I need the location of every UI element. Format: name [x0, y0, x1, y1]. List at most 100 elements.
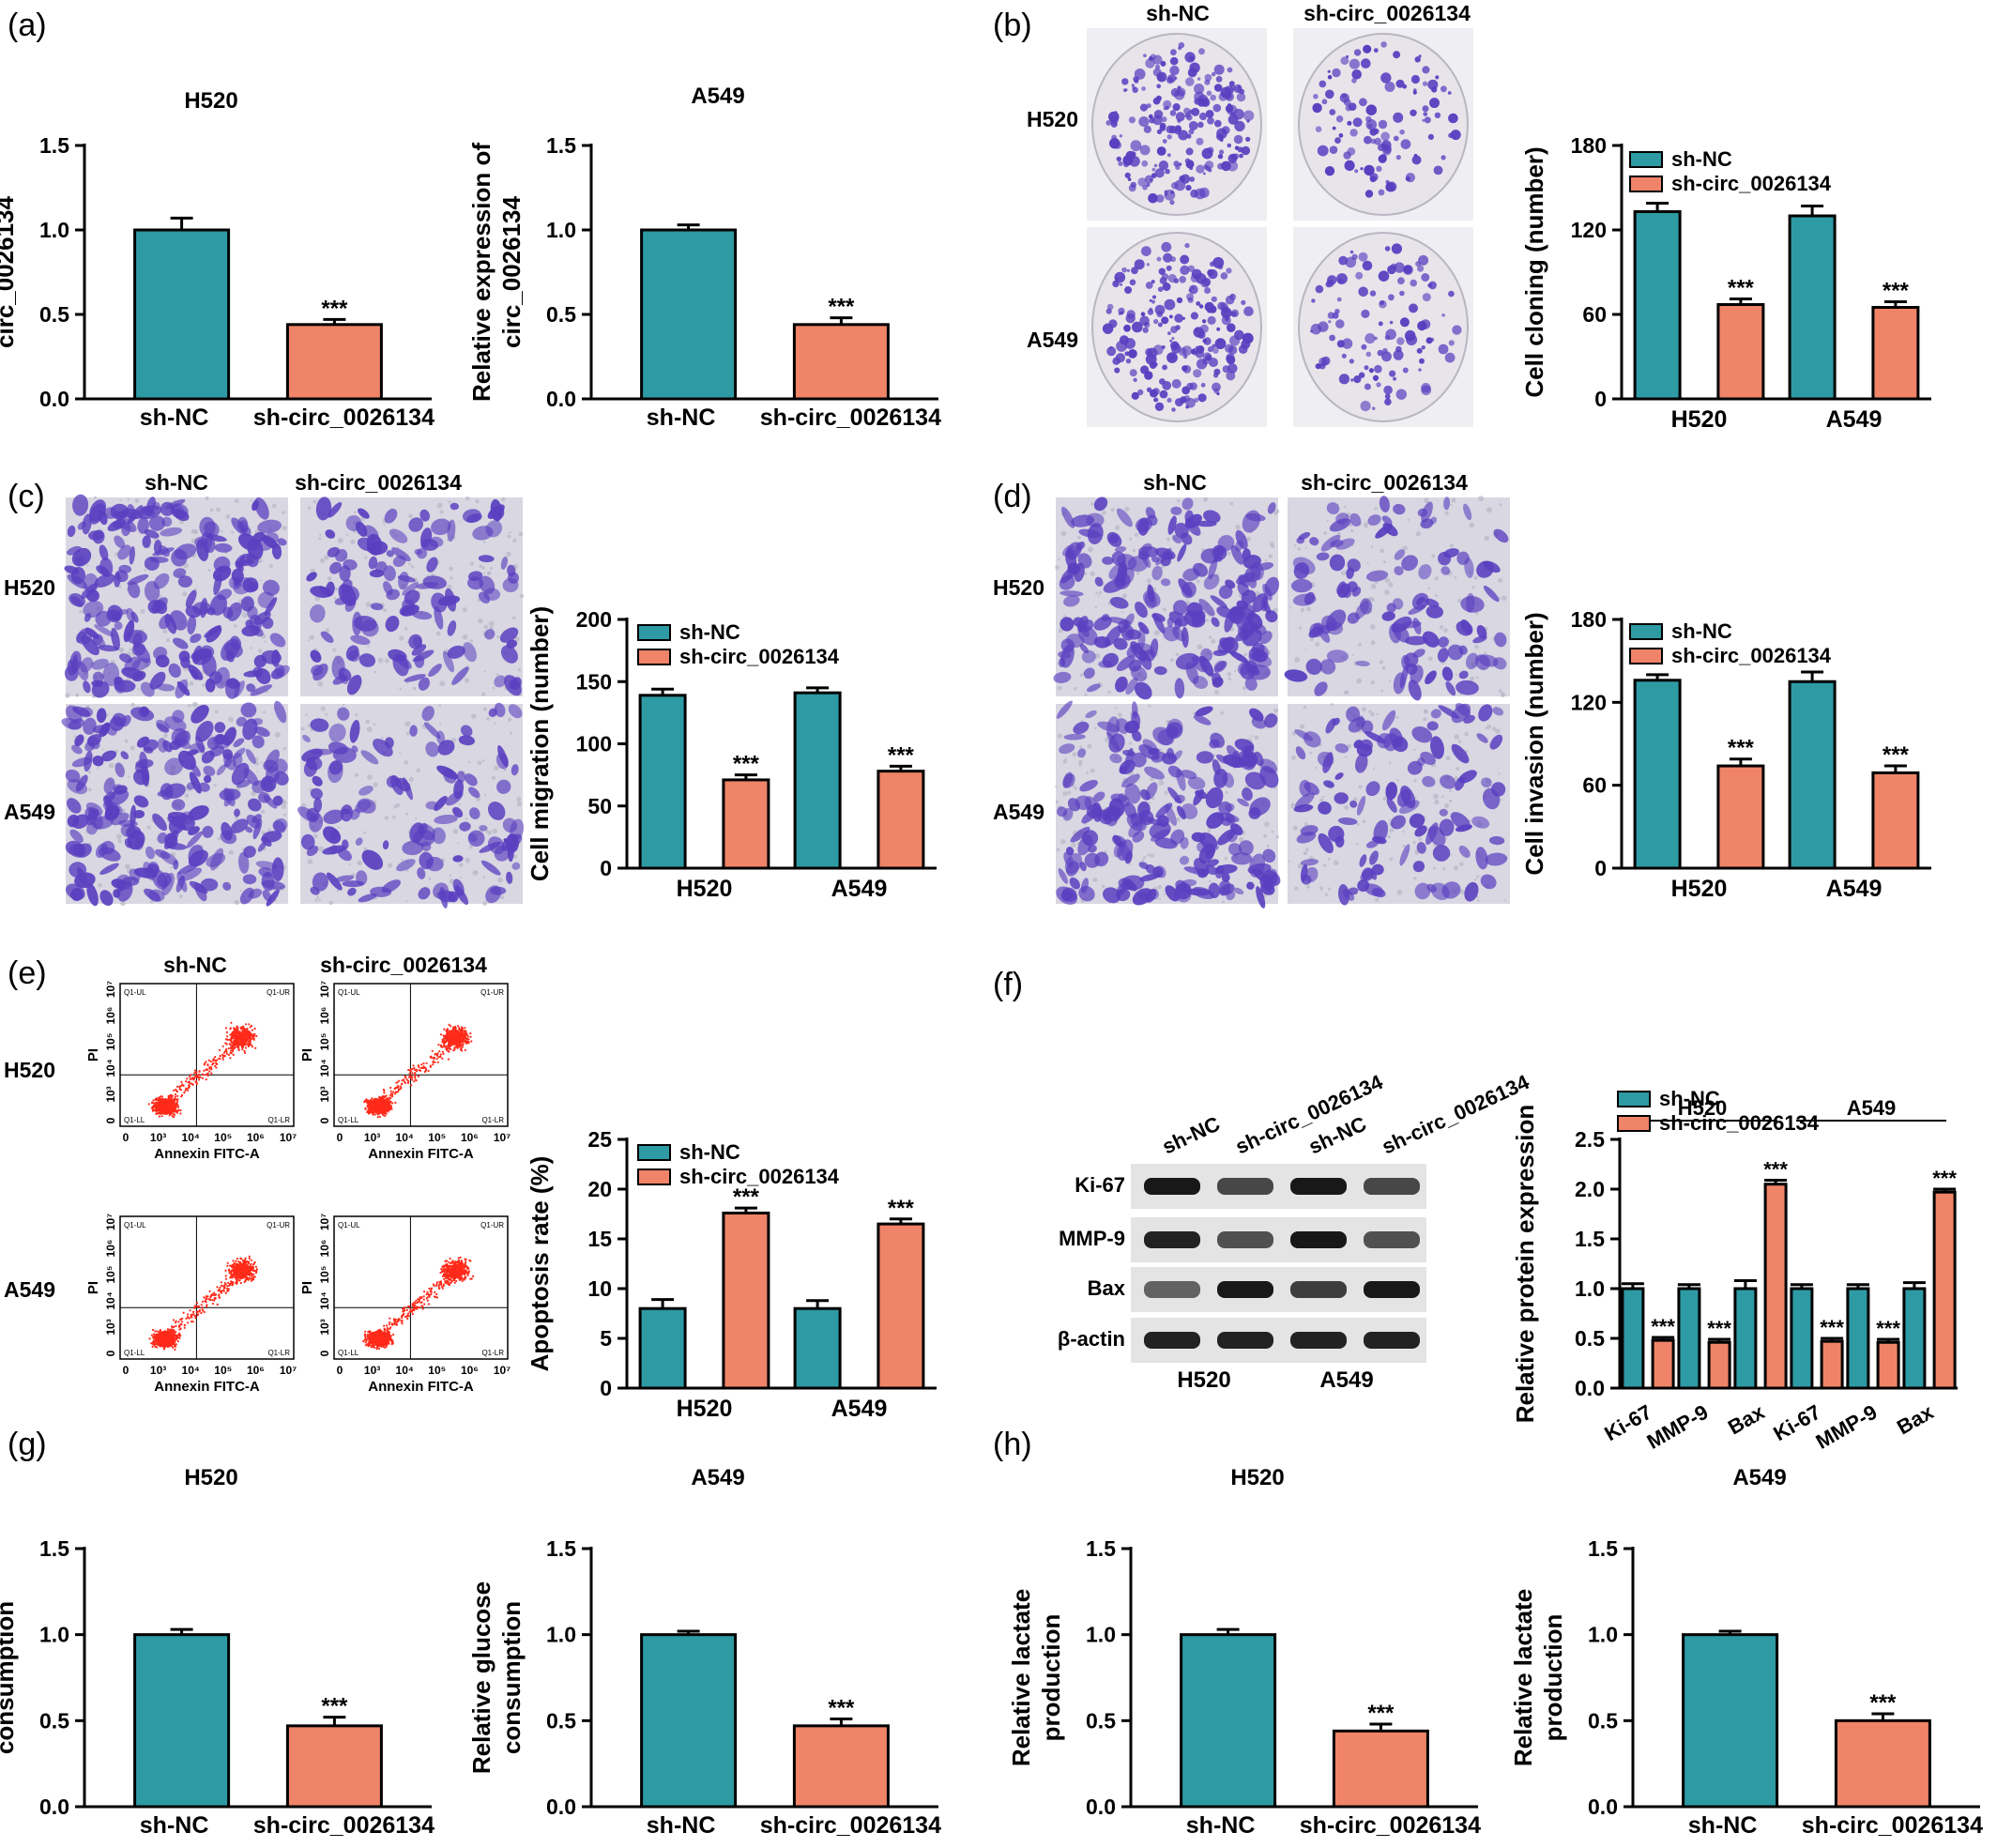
colony-dish-a549-ctrl-colony — [1225, 295, 1235, 305]
invasion-image-h520-ctrl-cell — [1060, 638, 1075, 653]
invasion-image-a549-ctrl-pore — [1064, 757, 1068, 760]
colony-dish-a549-ctrl-colony — [1129, 369, 1137, 377]
colony-dish-a549-ctrl-colony — [1207, 346, 1214, 353]
migration-image-a549-kd-pore — [404, 721, 411, 727]
migration-image-h520-ctrl-cell — [241, 625, 260, 637]
migration-image-a549-ctrl-pore — [101, 748, 104, 751]
invasion-image-a549-kd-pore — [1344, 756, 1348, 758]
d-row-label-2: A549 — [993, 800, 1044, 824]
flow-plot-h520-ctrl-event — [191, 1083, 194, 1086]
invasion-image-a549-kd-pore — [1362, 819, 1366, 824]
invasion-image-a549-ctrl-pore — [1157, 884, 1163, 890]
migration-image-a549-kd-pore — [408, 776, 414, 783]
invasion-image-h520-ctrl-cell — [1262, 600, 1272, 615]
invasion-image-h520-ctrl-cell — [1237, 581, 1250, 597]
migration-image-a549-ctrl-cell — [248, 888, 263, 899]
migration-image-a549-kd-pore — [373, 723, 376, 726]
flow-plot-h520-ctrl-event — [156, 1102, 159, 1105]
migration-image-a549-kd-cell — [384, 737, 394, 749]
migration-image-a549-ctrl-pore — [87, 771, 92, 774]
flow-plot-h520-ctrl-event — [159, 1104, 162, 1107]
migration-image-h520-ctrl-cell — [91, 680, 110, 698]
invasion-image-h520-ctrl-pore — [1084, 693, 1088, 696]
flow-plot-h520-ctrl-event — [201, 1077, 205, 1079]
panel-label-f: (f) — [993, 967, 1023, 1002]
colony-dish-h520-ctrl-colony — [1132, 85, 1136, 90]
migration-image-h520-ctrl-pore — [144, 569, 146, 572]
migration-image-h520-ctrl-cell — [127, 505, 144, 525]
invasion-image-a549-ctrl-pore — [1158, 897, 1162, 900]
flow-plot-h520-ctrl-event — [240, 1046, 244, 1048]
migration-image-h520-ctrl-cell — [214, 542, 233, 553]
flow-plot-h520-ctrl-event — [235, 1032, 238, 1035]
flow-plot-h520-kd-quad-ul: Q1-UL — [338, 988, 360, 997]
invasion-image-a549-ctrl-pore — [1090, 768, 1095, 773]
migration-image-a549-kd-cell — [458, 735, 476, 746]
migration-image-a549-kd-pore — [366, 726, 373, 733]
colony-dish-a549-kd-colony — [1327, 312, 1335, 319]
invasion-image-h520-ctrl-pore — [1170, 658, 1174, 662]
colony-dish-h520-ctrl-colony — [1169, 56, 1179, 66]
panel-label-e: (e) — [8, 955, 47, 991]
migration-image-a549-ctrl-cell — [130, 707, 155, 722]
flow-plot-h520-ctrl-event — [174, 1095, 176, 1098]
migration-image-a549-ctrl-cell — [245, 826, 253, 833]
migration-image-a549-ctrl-cell — [188, 805, 209, 820]
flow-plot-h520-ctrl-event — [244, 1046, 247, 1049]
invasion-image-a549-ctrl-pore — [1221, 900, 1225, 904]
colony-dish-a549-ctrl-colony — [1124, 286, 1133, 294]
migration-image-a549-ctrl-cell — [133, 795, 149, 808]
migration-image-a549-ctrl-cell — [113, 785, 128, 795]
flow-plot-h520-ctrl-event — [172, 1098, 175, 1101]
colony-dish-h520-ctrl-colony — [1228, 81, 1235, 87]
migration-image-h520-kd-pore — [482, 572, 485, 574]
invasion-image-h520-ctrl-cell — [1102, 652, 1119, 668]
flow-plot-h520-ctrl-event — [157, 1112, 160, 1115]
colony-dish-a549-kd-colony — [1395, 345, 1402, 353]
migration-image-h520-kd-pore — [408, 513, 413, 519]
colony-dish-a549-kd-colony — [1336, 297, 1342, 302]
colony-dish-a549-ctrl-colony — [1159, 389, 1168, 399]
migration-image-a549-kd-cell — [489, 886, 507, 895]
migration-image-h520-ctrl-cell — [138, 505, 162, 520]
colony-dish-h520-kd-colony — [1364, 164, 1375, 176]
colony-dish-a549-kd-colony — [1349, 359, 1354, 364]
invasion-image-a549-kd-pore — [1391, 857, 1394, 860]
migration-image-a549-ctrl-pore — [73, 735, 77, 738]
invasion-image-h520-kd-pore — [1469, 676, 1475, 682]
colony-dish-h520-kd-colony — [1369, 173, 1379, 182]
migration-image-a549-kd-cell — [467, 787, 480, 799]
migration-image-h520-ctrl-cell — [264, 597, 278, 616]
migration-image-a549-kd-cell — [459, 821, 471, 832]
migration-image-a549-kd-cell — [421, 705, 434, 722]
invasion-image-a549-ctrl-pore — [1071, 842, 1076, 848]
colony-dish-a549-kd-colony — [1336, 340, 1345, 348]
colony-dish-h520-kd-colony — [1319, 80, 1327, 88]
migration-image-h520-kd-pore — [507, 534, 511, 539]
migration-image-h520-ctrl-pore — [271, 503, 277, 509]
migration-image-h520-ctrl-cell — [262, 579, 280, 596]
flow-plot-h520-ctrl-event — [175, 1103, 177, 1106]
migration-image-a549-ctrl-cell — [203, 774, 212, 784]
colony-dish-h520-ctrl-colony — [1177, 87, 1186, 97]
migration-image-a549-kd-cell — [425, 856, 444, 872]
migration-image-h520-ctrl-pore — [189, 680, 194, 686]
invasion-image-h520-kd-pore — [1304, 649, 1307, 651]
migration-image-h520-ctrl-cell — [269, 633, 286, 648]
flow-plot-h520-ctrl-event — [187, 1081, 190, 1084]
migration-image-a549-kd-pore — [401, 858, 404, 862]
colony-dish-a549-ctrl-colony — [1230, 311, 1237, 317]
flow-plot-h520-ctrl-quad-ur: Q1-UR — [267, 988, 290, 997]
flow-plot-h520-ctrl-event — [161, 1104, 164, 1107]
invasion-image-h520-ctrl-cell — [1086, 683, 1101, 693]
migration-image-a549-kd-cell — [355, 799, 371, 814]
migration-image-a549-kd-pore — [320, 706, 326, 711]
invasion-image-h520-ctrl-cell — [1242, 510, 1261, 533]
migration-image-a549-kd-pore — [465, 817, 468, 820]
colony-dish-a549-ctrl-colony — [1211, 296, 1217, 302]
migration-image-a549-ctrl-cell — [262, 778, 274, 791]
migration-image-h520-ctrl-cell — [127, 581, 141, 599]
invasion-image-h520-kd-pore — [1427, 587, 1430, 590]
migration-image-a549-ctrl-cell — [152, 813, 167, 832]
flow-plot-h520-ctrl-event — [164, 1108, 167, 1111]
